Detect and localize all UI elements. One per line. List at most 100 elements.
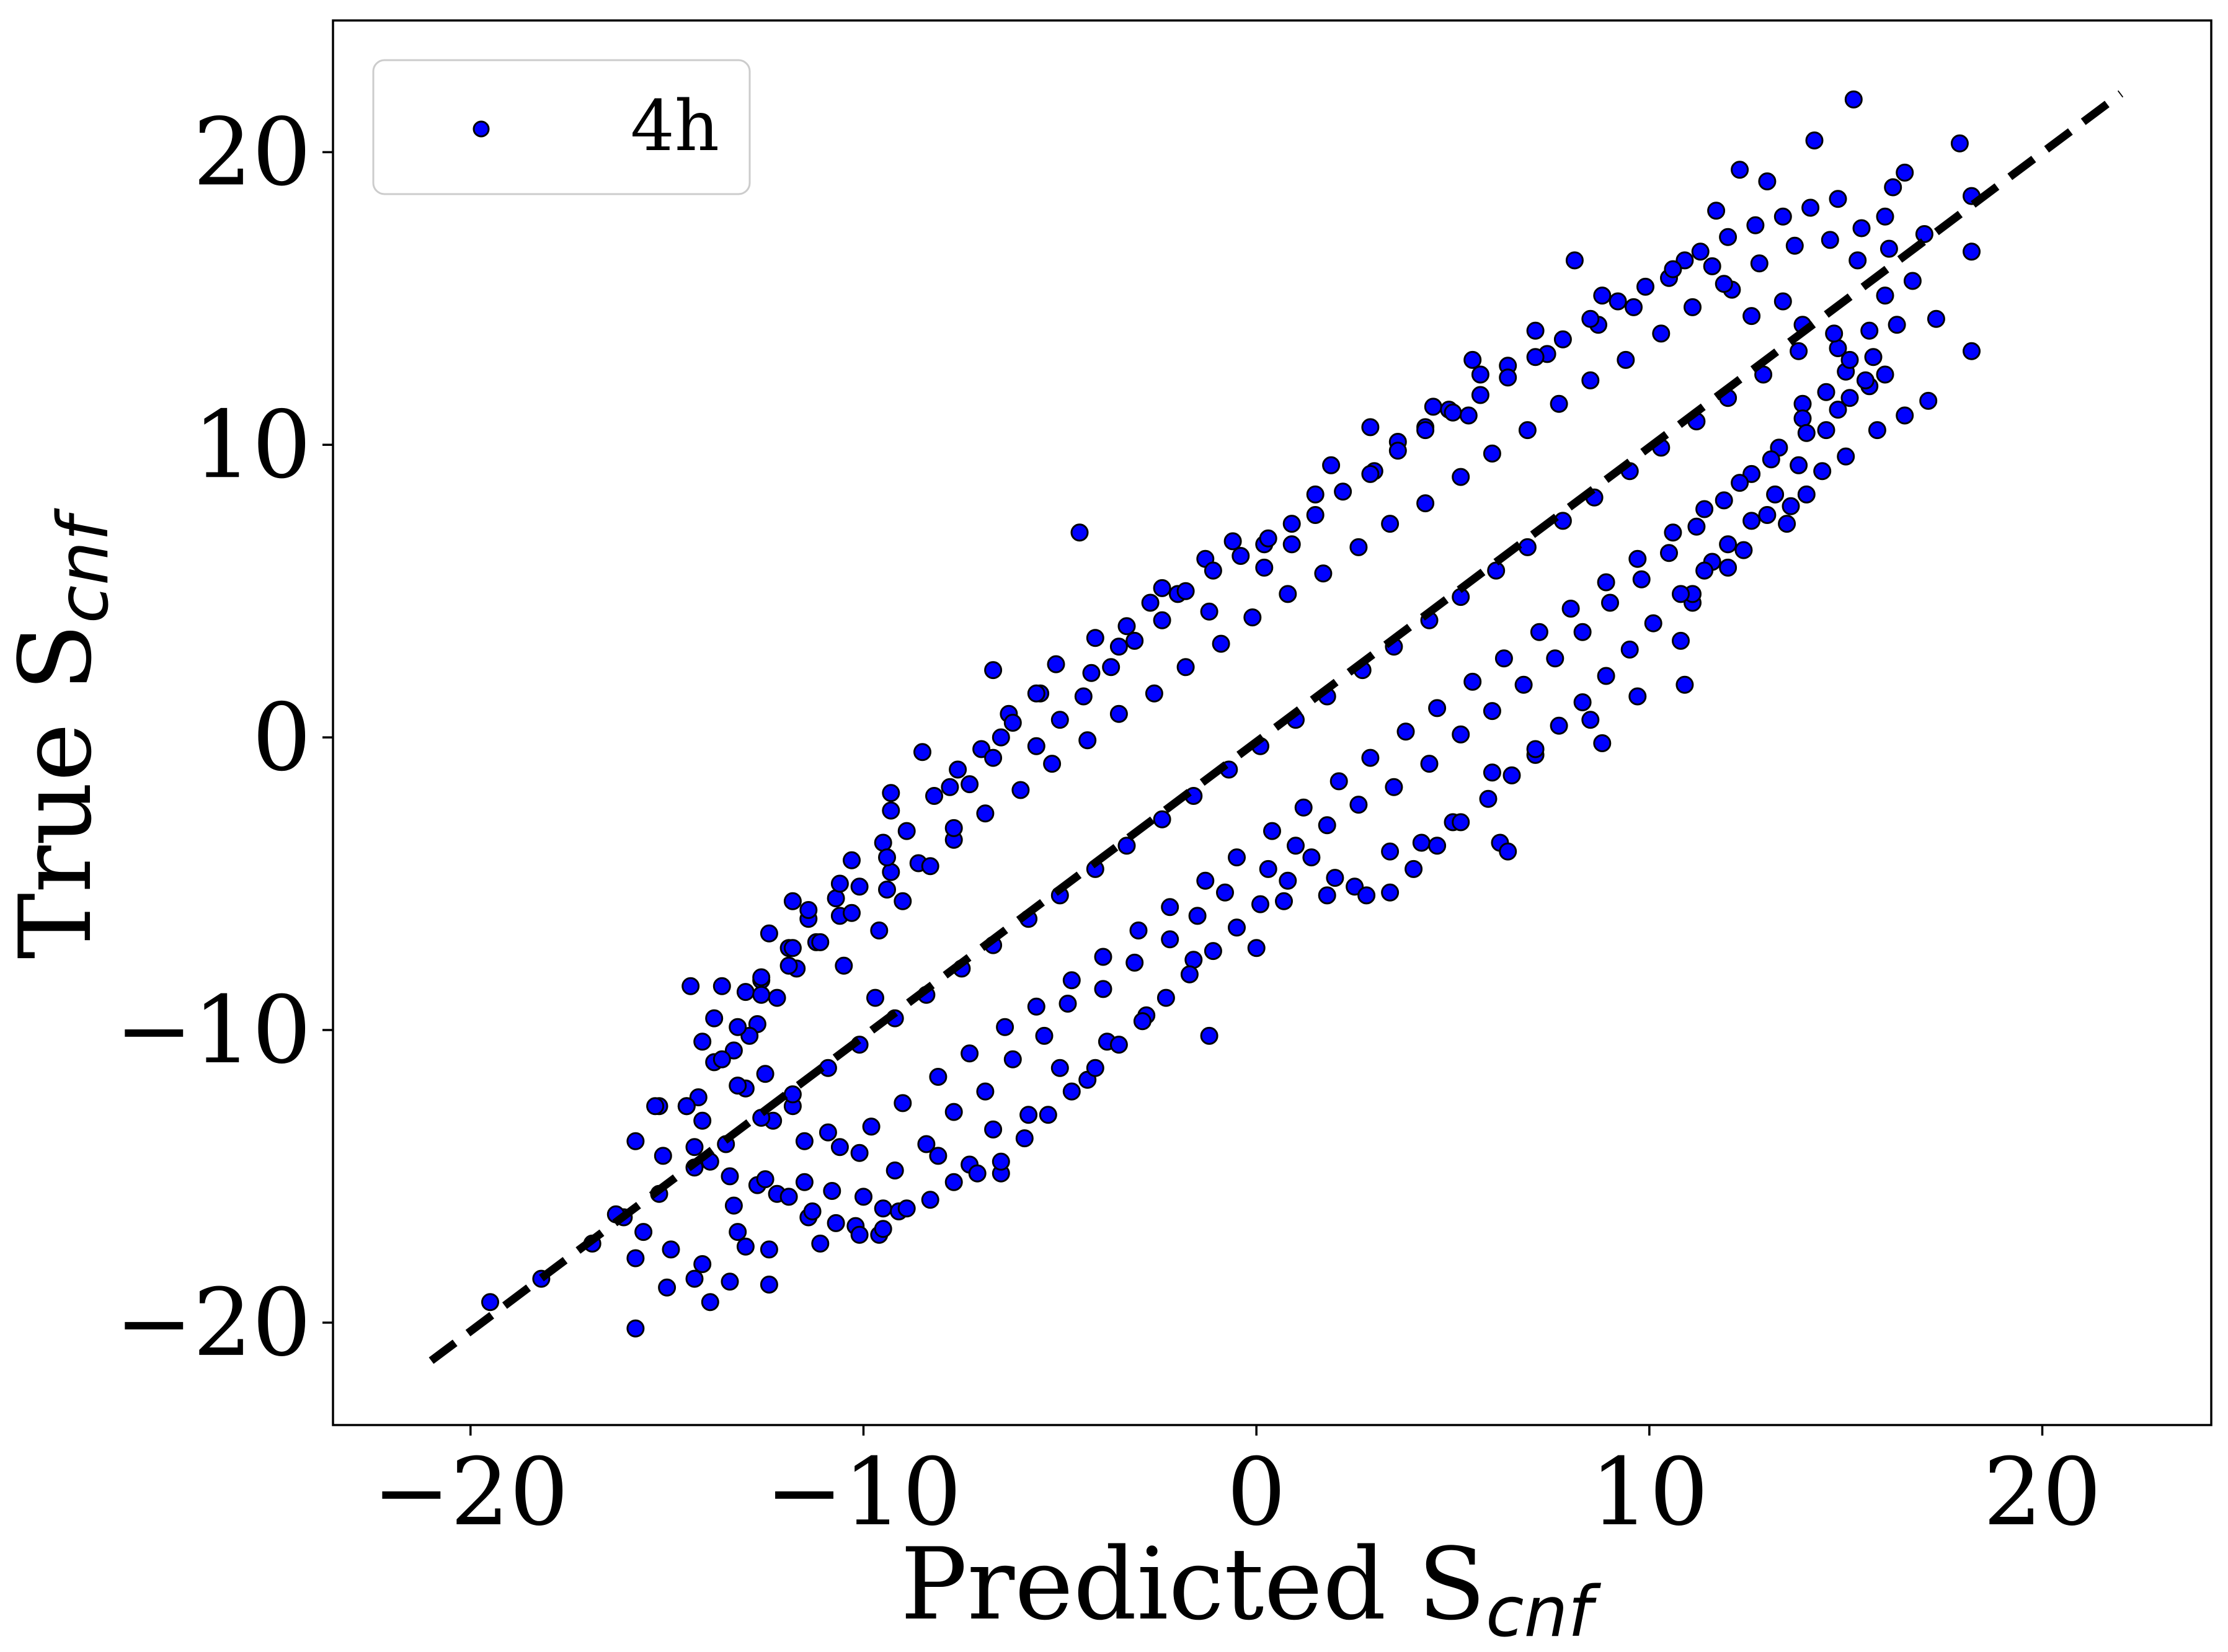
scatter-point xyxy=(803,1202,822,1220)
scatter-point xyxy=(1628,549,1647,568)
scatter-point xyxy=(1915,225,1933,243)
scatter-point xyxy=(1903,272,1922,290)
scatter-point xyxy=(1565,251,1584,270)
scatter-point xyxy=(1499,368,1517,387)
scatter-point xyxy=(913,743,931,762)
scatter-point xyxy=(1027,997,1045,1016)
scatter-point xyxy=(1416,494,1435,513)
scatter-point xyxy=(1719,558,1738,577)
scatter-point xyxy=(917,1135,936,1153)
scatter-point xyxy=(1758,506,1777,524)
scatter-point xyxy=(693,1111,712,1130)
scatter-point xyxy=(925,787,943,805)
scatter-point xyxy=(677,1097,696,1116)
scatter-point xyxy=(1864,348,1883,366)
scatter-point xyxy=(1420,755,1439,773)
scatter-point xyxy=(705,1009,724,1028)
scatter-point xyxy=(878,881,896,899)
scatter-point xyxy=(862,1117,881,1136)
scatter-point xyxy=(1302,848,1321,867)
scatter-point xyxy=(1471,386,1489,404)
scatter-point xyxy=(984,661,1003,680)
scatter-point xyxy=(882,801,900,820)
scatter-point xyxy=(712,1050,731,1068)
scatter-point xyxy=(1027,684,1045,703)
scatter-point xyxy=(1742,512,1761,530)
x-axis: −20 −10 0 10 20 xyxy=(373,1425,2102,1547)
scatter-point xyxy=(693,1255,712,1273)
scatter-point xyxy=(1184,951,1203,969)
scatter-point xyxy=(1840,389,1859,407)
scatter-point xyxy=(1526,348,1545,366)
scatter-point xyxy=(1550,716,1568,735)
scatter-point xyxy=(1963,342,1981,360)
y-axis-label-main: True S xyxy=(0,623,113,959)
scatter-point xyxy=(1062,971,1081,990)
scatter-point xyxy=(1483,702,1501,721)
scatter-point xyxy=(944,1103,963,1121)
scatter-point xyxy=(874,833,892,852)
scatter-point xyxy=(1263,822,1281,840)
scatter-point xyxy=(1526,740,1545,758)
scatter-point xyxy=(1773,207,1792,226)
plot-frame xyxy=(332,19,2212,1426)
scatter-point xyxy=(1707,202,1726,220)
scatter-point xyxy=(1361,418,1380,437)
scatter-point xyxy=(1412,833,1431,852)
scatter-point xyxy=(992,728,1010,747)
scatter-point xyxy=(1161,898,1179,917)
scatter-point xyxy=(897,1199,916,1218)
scatter-point xyxy=(944,819,963,837)
scatter-point xyxy=(1715,275,1733,293)
scatter-point xyxy=(1416,421,1435,440)
scatter-point xyxy=(752,985,771,1004)
scatter-point xyxy=(712,977,731,995)
scatter-point xyxy=(1746,216,1765,234)
scatter-point xyxy=(850,1144,869,1162)
scatter-point xyxy=(1452,813,1470,832)
scatter-point xyxy=(819,1123,837,1142)
scatter-point xyxy=(874,1220,892,1238)
scatter-point xyxy=(1849,251,1867,270)
scatter-point xyxy=(1200,1026,1218,1045)
scatter-point xyxy=(1204,561,1222,580)
scatter-point xyxy=(992,1152,1010,1171)
scatter-point xyxy=(1361,464,1380,483)
scatter-point xyxy=(1719,228,1738,246)
scatter-point xyxy=(756,1170,774,1189)
scatter-point xyxy=(1530,623,1548,641)
scatter-point xyxy=(1793,409,1812,428)
x-axis-label: Predicted Scnf xyxy=(900,1526,1601,1652)
scatter-point xyxy=(1059,995,1077,1013)
scatter-point xyxy=(811,933,830,951)
scatter-point xyxy=(1664,260,1682,278)
scatter-point xyxy=(1837,447,1855,466)
scatter-point xyxy=(870,921,889,939)
scatter-point xyxy=(1695,500,1714,518)
scatter-point xyxy=(1675,675,1694,694)
x-axis-label-main: Predicted S xyxy=(900,1526,1486,1642)
scatter-point xyxy=(1176,658,1195,677)
scatter-point xyxy=(894,1094,912,1112)
scatter-point xyxy=(1518,421,1537,440)
scatter-point xyxy=(1731,474,1749,492)
scatter-point xyxy=(1259,529,1277,548)
scatter-point xyxy=(1742,464,1761,483)
scatter-point xyxy=(689,1088,708,1106)
scatter-point xyxy=(1919,391,1938,410)
scatter-point xyxy=(1306,485,1325,504)
scatter-point xyxy=(1762,450,1780,469)
scatter-point xyxy=(1180,965,1199,984)
scatter-point xyxy=(729,1223,747,1241)
scatter-point xyxy=(1672,585,1690,603)
scatter-point xyxy=(1778,515,1796,533)
scatter-point xyxy=(760,924,778,943)
scatter-point xyxy=(1703,257,1721,275)
scatter-point xyxy=(961,775,979,794)
legend-box xyxy=(372,59,751,195)
scatter-point xyxy=(783,939,802,957)
scatter-point xyxy=(1129,921,1148,939)
y-tick-label: 0 xyxy=(252,684,311,792)
scatter-point xyxy=(1597,573,1615,592)
